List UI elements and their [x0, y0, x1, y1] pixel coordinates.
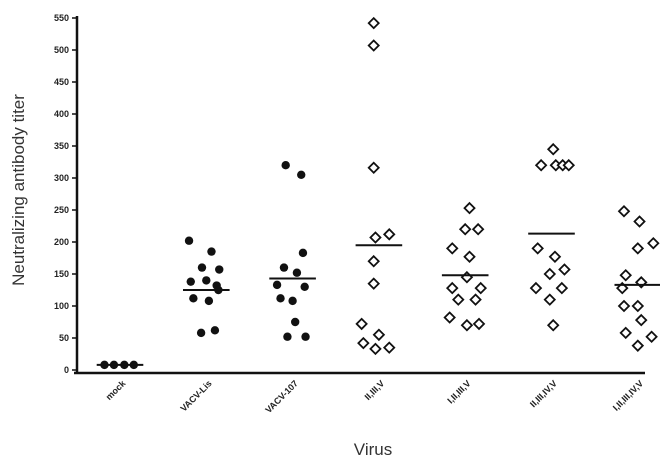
data-point — [619, 269, 632, 282]
y-axis-ticks: 0 50 100 150 200 250 300 350 400 450 500 550 — [54, 13, 77, 375]
data-point — [290, 317, 300, 327]
data-point — [298, 248, 308, 258]
data-point — [458, 222, 472, 236]
data-point — [543, 293, 557, 306]
mean-lines — [96, 232, 660, 366]
data-point — [460, 318, 474, 332]
x-tick-label: I,II,III,V — [445, 378, 472, 405]
data-point — [647, 237, 660, 250]
x-tick-label: VACV-107 — [263, 378, 300, 415]
y-tick-label: 0 — [64, 365, 69, 375]
data-point — [189, 294, 198, 303]
data-point — [300, 282, 309, 291]
y-tick-label: 450 — [54, 77, 69, 87]
data-point — [196, 328, 206, 338]
y-tick-label: 200 — [54, 237, 69, 247]
data-point — [619, 326, 632, 340]
data-point — [443, 311, 456, 324]
chart-axes — [74, 16, 645, 375]
data-point — [633, 215, 646, 228]
data-point — [367, 254, 380, 268]
data-point — [276, 294, 285, 303]
y-tick-label: 150 — [54, 269, 69, 279]
data-point — [288, 296, 297, 306]
data-point — [297, 170, 306, 179]
x-tick-label: I,II,III,IV,V — [611, 378, 645, 412]
data-point — [631, 242, 645, 255]
data-point — [471, 222, 485, 236]
data-point — [292, 268, 302, 277]
data-point — [279, 263, 289, 272]
data-point — [301, 332, 310, 341]
data-point — [548, 250, 562, 263]
data-point — [382, 341, 396, 354]
y-tick-label: 250 — [54, 205, 69, 215]
data-point — [543, 267, 557, 281]
data-point — [617, 299, 631, 313]
data-point — [367, 277, 380, 290]
data-point — [617, 205, 631, 218]
data-point — [534, 158, 548, 172]
data-point — [369, 231, 382, 244]
data-point — [558, 263, 571, 276]
data-point — [469, 293, 482, 306]
data-point — [531, 242, 544, 255]
data-point — [631, 339, 645, 352]
data-point — [281, 161, 290, 170]
data-point — [215, 265, 224, 274]
data-point — [562, 158, 576, 172]
data-point — [463, 250, 476, 263]
data-point — [445, 281, 459, 295]
data-point — [460, 270, 474, 284]
data-point — [210, 326, 220, 335]
x-axis-title: Virus — [354, 440, 392, 459]
data-point — [357, 336, 370, 350]
x-tick-label: VACV-Lis — [178, 378, 213, 413]
y-tick-label: 350 — [54, 141, 69, 151]
data-point — [372, 328, 386, 342]
data-point — [355, 317, 368, 331]
y-tick-label: 500 — [54, 45, 69, 55]
data-point — [207, 247, 216, 256]
data-point — [463, 201, 476, 215]
data-point — [367, 16, 380, 30]
data-point — [186, 277, 195, 286]
data-point — [204, 296, 214, 306]
data-point — [202, 276, 211, 285]
data-point — [367, 39, 380, 52]
y-tick-label: 300 — [54, 173, 69, 183]
y-axis-title: Neutralizing antibody titer — [9, 94, 28, 286]
data-point — [474, 281, 488, 295]
data-point — [369, 342, 382, 356]
data-point — [452, 293, 465, 306]
y-tick-label: 550 — [54, 13, 69, 23]
data-point — [631, 299, 645, 313]
x-tick-label: mock — [104, 378, 128, 402]
data-point — [445, 242, 459, 255]
data-points — [100, 16, 660, 370]
data-point — [367, 161, 380, 175]
y-tick-label: 400 — [54, 109, 69, 119]
data-point — [634, 313, 648, 327]
data-point — [472, 317, 486, 331]
data-point — [546, 142, 560, 156]
data-point — [645, 330, 658, 343]
x-tick-label: II,III,IV,V — [528, 378, 559, 409]
data-point — [555, 281, 569, 295]
data-point — [283, 332, 292, 341]
data-point — [184, 236, 194, 245]
data-point — [529, 281, 543, 295]
y-tick-label: 100 — [54, 301, 69, 311]
y-tick-label: 50 — [59, 333, 69, 343]
data-point — [272, 280, 282, 290]
x-axis-labels: mock VACV-Lis VACV-107 II,III,V I,II,III,V II… — [104, 378, 645, 415]
data-point — [546, 318, 560, 332]
x-tick-label: II,III,V — [363, 378, 387, 402]
data-point — [382, 228, 396, 241]
data-point — [197, 263, 207, 272]
